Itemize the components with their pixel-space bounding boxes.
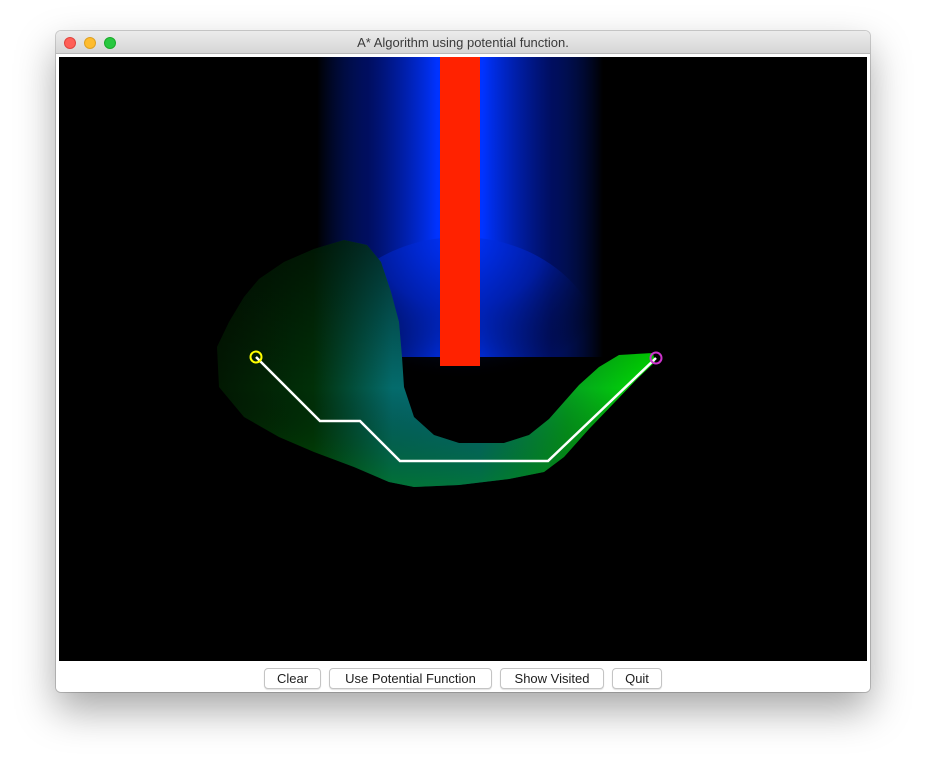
minimize-icon[interactable] [84,37,96,49]
use-potential-function-button[interactable]: Use Potential Function [329,668,492,689]
app-window: A* Algorithm using potential function. [56,31,870,692]
quit-button[interactable]: Quit [612,668,662,689]
show-visited-button[interactable]: Show Visited [500,668,604,689]
visualization-svg [217,57,663,487]
zoom-icon[interactable] [104,37,116,49]
visited-region [217,240,655,487]
start-marker[interactable] [249,350,263,364]
path-line [255,356,657,463]
goal-marker[interactable] [649,351,663,365]
button-bar: Clear Use Potential Function Show Visite… [56,663,870,692]
clear-button[interactable]: Clear [264,668,321,689]
title-bar[interactable]: A* Algorithm using potential function. [56,31,870,54]
close-icon[interactable] [64,37,76,49]
grid-canvas[interactable] [59,57,867,661]
window-title: A* Algorithm using potential function. [357,35,569,50]
obstacle-wall [440,57,480,366]
